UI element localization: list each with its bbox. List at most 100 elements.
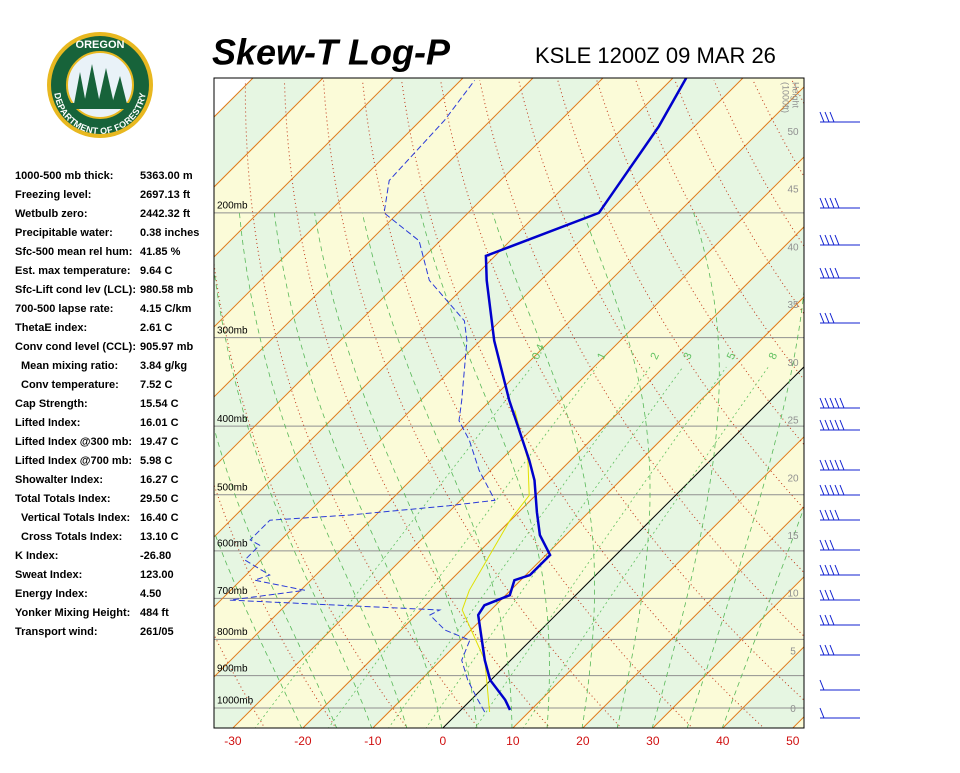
barb-feather (819, 614, 825, 626)
dry-adiabat (831, 80, 960, 729)
barb-feather (834, 197, 840, 209)
index-label: K Index: (15, 550, 58, 562)
barb-feather (829, 614, 835, 626)
index-label: Transport wind: (15, 626, 98, 638)
barb-feather (834, 564, 840, 576)
barb-feather (829, 397, 835, 409)
index-label: Conv temperature: (21, 379, 119, 391)
moist-adiabat (721, 506, 804, 728)
index-value: 2442.32 ft (140, 208, 190, 220)
pressure-label: 400mb (217, 414, 248, 425)
barb-feather (819, 539, 825, 551)
barb-feather (819, 312, 825, 324)
moist-adiabat (214, 266, 373, 728)
barb-feather (829, 111, 835, 123)
height-tick-label: 50 (787, 127, 799, 138)
index-value: 0.38 inches (140, 227, 199, 239)
index-value: 4.50 (140, 588, 161, 600)
isotherm (214, 78, 324, 188)
index-value: 261/05 (140, 626, 174, 638)
dry-adiabat (791, 80, 804, 105)
x-tick-label: 30 (646, 734, 660, 748)
isotherm-band (214, 78, 804, 677)
barb-feather (819, 111, 825, 123)
index-label: Est. max temperature: (15, 265, 131, 277)
moist-adiabat (314, 212, 478, 728)
index-value: 15.54 C (140, 398, 179, 410)
index-label: Cap Strength: (15, 398, 88, 410)
barb-feather (819, 564, 825, 576)
logo: OREGON DEPARTMENT OF FORESTRY (47, 32, 153, 138)
dry-adiabat (948, 80, 960, 729)
barb-feather (819, 707, 825, 719)
barb-feather (824, 234, 830, 246)
dry-adiabat (870, 80, 960, 729)
moist-adiabat (492, 212, 595, 728)
index-label: Sfc-500 mean rel hum: (15, 246, 132, 258)
barb-feather (829, 564, 835, 576)
plot-area (214, 78, 960, 729)
barb-feather (824, 267, 830, 279)
moist-adiabat (362, 212, 513, 728)
pressure-label: 600mb (217, 539, 248, 550)
barb-feather (824, 397, 830, 409)
isotherm (214, 78, 674, 538)
mixing-ratio-line (474, 366, 727, 728)
height-tick-label: 25 (787, 416, 799, 427)
height-tick-label: 30 (787, 358, 799, 369)
index-value: 16.27 C (140, 474, 179, 486)
index-label: Mean mixing ratio: (21, 360, 118, 372)
barb-feather (829, 267, 835, 279)
barb-feather (824, 589, 830, 601)
wind-barbs (819, 111, 860, 719)
barb-feather (839, 397, 845, 409)
barb-feather (819, 267, 825, 279)
pressure-label: 500mb (217, 482, 248, 493)
index-value: 905.97 mb (140, 341, 193, 353)
index-label: Freezing level: (15, 189, 91, 201)
mixing-ratio-line (388, 366, 651, 728)
barb-feather (839, 419, 845, 431)
pressure-label: 900mb (217, 663, 248, 674)
barb-feather (824, 509, 830, 521)
height-tick-label: 0 (790, 704, 796, 715)
height-tick-label: 35 (787, 300, 799, 311)
isotherm (214, 78, 604, 468)
moist-adiabat (273, 212, 443, 728)
barb-feather (824, 419, 830, 431)
index-value: 484 ft (140, 607, 169, 619)
barb-feather (824, 197, 830, 209)
index-label: Lifted Index: (15, 417, 80, 429)
index-label: Energy Index: (15, 588, 88, 600)
barb-feather (839, 459, 845, 471)
index-value: 980.58 mb (140, 284, 193, 296)
x-tick-label: -20 (294, 734, 312, 748)
dewpoint-profile (229, 80, 496, 713)
barb-feather (824, 111, 830, 123)
mixing-ratio-label: 8 (767, 351, 780, 362)
dry-adiabat (479, 80, 804, 637)
x-tick-label: -30 (224, 734, 242, 748)
logo-top: OREGON (76, 39, 125, 51)
moist-adiabat (214, 426, 338, 728)
height-tick-label: 5 (790, 646, 796, 657)
moist-adiabat (582, 212, 651, 728)
pressure-label: 700mb (217, 586, 248, 597)
barb-feather (824, 614, 830, 626)
x-tick-label: -10 (364, 734, 382, 748)
barb-feather (819, 644, 825, 656)
barb-feather (839, 484, 845, 496)
barb-feather (829, 539, 835, 551)
index-value: 4.15 C/km (140, 303, 192, 315)
barb-feather (834, 509, 840, 521)
barb-feather (834, 267, 840, 279)
overlays: 0.4 1 2 3 5 8200mb300mb400mb500mb600mb700mb80… (217, 82, 801, 748)
index-label: Total Totals Index: (15, 493, 111, 505)
isotherm (214, 78, 464, 328)
barb-feather (829, 419, 835, 431)
dry-adiabat (909, 80, 960, 729)
barb-feather (819, 234, 825, 246)
station: KSLE 1200Z 09 MAR 26 (535, 43, 776, 68)
pressure-label: 800mb (217, 627, 248, 638)
mixing-ratio-label: 5 (725, 351, 738, 362)
